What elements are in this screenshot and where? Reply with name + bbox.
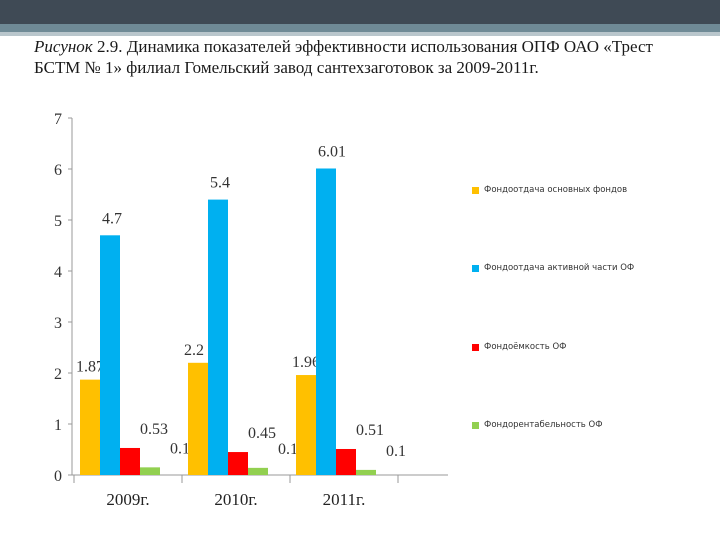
data-label-2-1: 4.7 [102, 210, 122, 227]
legend-swatch [472, 264, 479, 272]
figure-caption: Рисунок 2.9. Динамика показателей эффект… [34, 36, 674, 78]
data-label-4-3: 0.1 [386, 443, 406, 460]
bar-3-2 [228, 452, 248, 475]
y-tick-label: 6 [54, 162, 62, 179]
bar-2-3 [316, 168, 336, 476]
bar-4-3 [356, 469, 376, 475]
data-label-2-2: 5.4 [210, 175, 230, 192]
legend-label: Фондоотдача основных фондов [484, 185, 628, 195]
data-label-1-1: 1.87 [76, 359, 104, 376]
bar-2-1 [100, 235, 120, 475]
legend-label: Фондорентабельность ОФ [484, 420, 603, 430]
x-tick-label: 2010г. [214, 490, 257, 509]
header-bar [0, 0, 720, 24]
x-tick-label: 2011г. [323, 490, 366, 509]
y-tick-label: 3 [54, 315, 62, 332]
header-stripe-light [0, 32, 720, 36]
bar-4-1 [140, 467, 160, 475]
y-tick-label: 4 [54, 264, 62, 281]
legend-label: Фондоёмкость ОФ [484, 342, 567, 352]
caption-prefix: Рисунок [34, 37, 93, 56]
legend-item-fondorentabelnost: Фондорентабельность ОФ [472, 420, 603, 430]
data-label-3-3: 0.51 [356, 422, 384, 439]
legend-swatch [472, 186, 479, 194]
legend-item-fondootdacha-of: Фондоотдача основных фондов [472, 185, 627, 195]
data-label-3-2: 0.45 [248, 425, 276, 442]
y-tick-label: 5 [54, 213, 62, 230]
caption-text: 2.9. Динамика показателей эффективности … [34, 37, 653, 77]
bar-1-2 [188, 362, 208, 475]
y-tick-label: 2 [54, 366, 62, 383]
header-stripe [0, 24, 720, 32]
bar-1-1 [80, 379, 100, 475]
legend-label: Фондоотдача активной части ОФ [484, 263, 635, 273]
legend-swatch [472, 421, 479, 429]
legend-item-fondoemkost: Фондоёмкость ОФ [472, 342, 566, 352]
bar-1-3 [296, 375, 316, 475]
y-tick-label: 1 [54, 417, 62, 434]
data-label-1-3: 1.96 [292, 354, 320, 371]
bar-3-1 [120, 447, 140, 475]
y-tick-label: 0 [54, 468, 62, 485]
y-tick-label: 7 [54, 111, 62, 128]
x-tick-label: 2009г. [106, 490, 149, 509]
legend-swatch [472, 343, 479, 351]
bar-4-2 [248, 467, 268, 475]
data-label-2-3: 6.01 [318, 143, 346, 160]
data-label-3-1: 0.53 [140, 421, 168, 438]
legend-item-fondootdacha-active: Фондоотдача активной части ОФ [472, 263, 634, 273]
bar-2-2 [208, 199, 228, 475]
data-label-1-2: 2.2 [184, 342, 204, 359]
bar-3-3 [336, 448, 356, 475]
